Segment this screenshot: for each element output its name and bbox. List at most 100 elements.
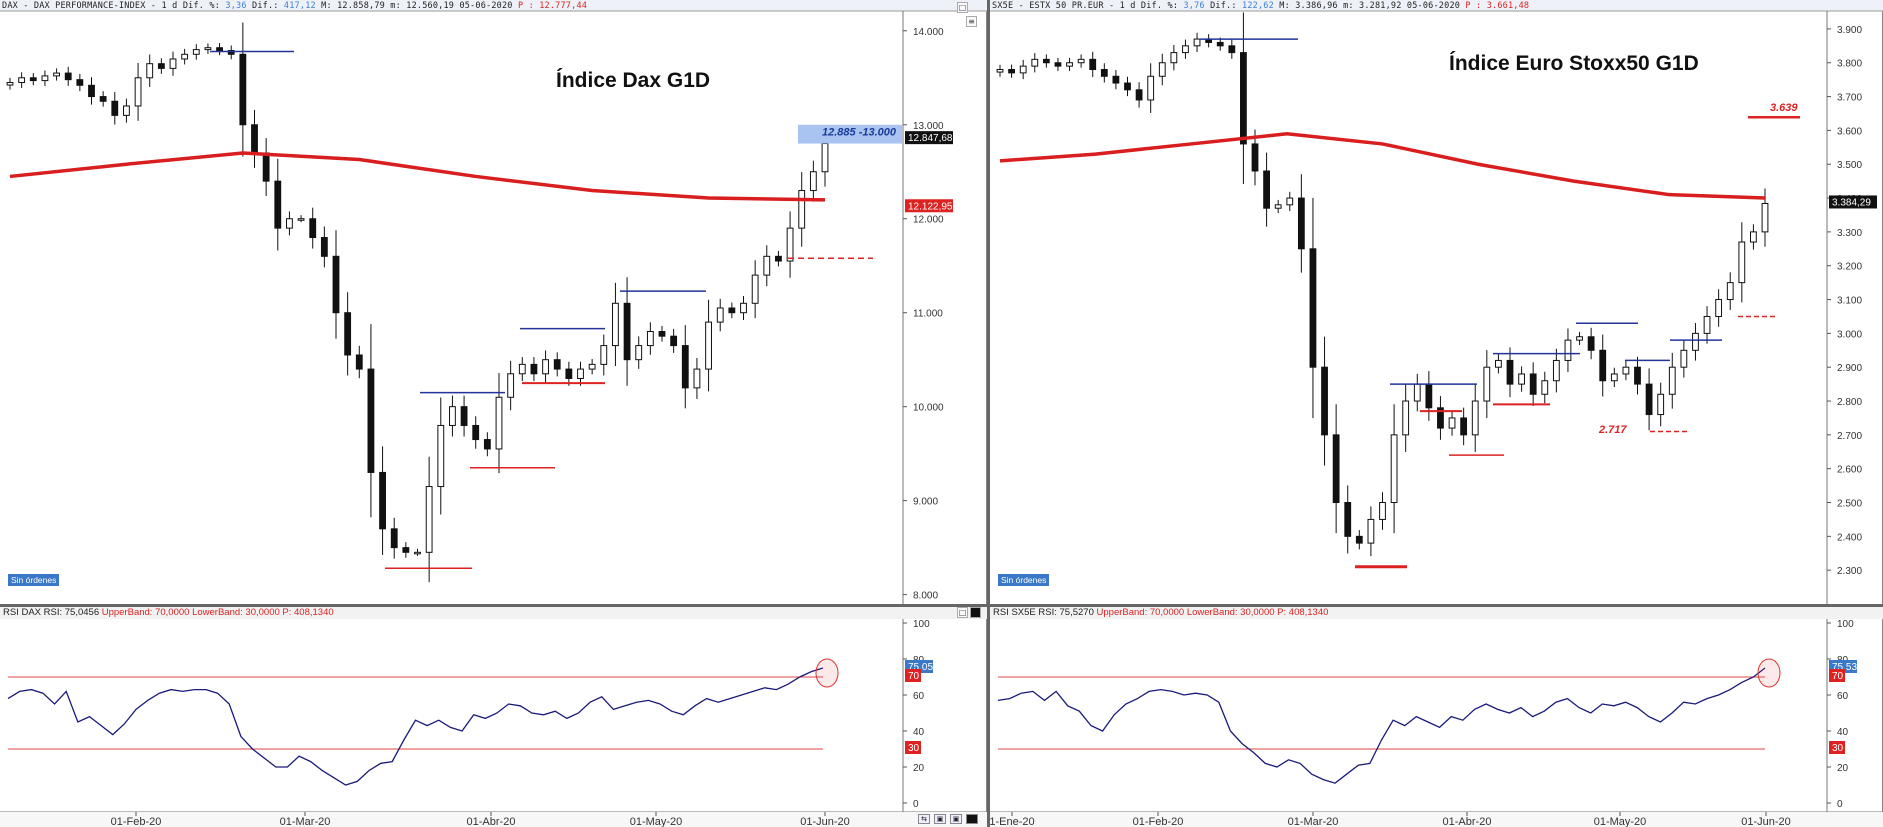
candle-body xyxy=(1460,417,1468,436)
candle-body xyxy=(1100,69,1108,77)
dax-chart-svg: 8.000 9.000 10.000 11.000 12.000 13.000 14.000… xyxy=(0,0,987,827)
candle-body xyxy=(716,307,724,323)
rsi-maximize-button[interactable]: □ xyxy=(957,607,968,618)
candle-body xyxy=(1019,65,1027,74)
y-tick-label: 2.900 xyxy=(1837,363,1862,374)
maximize-button[interactable]: □ xyxy=(957,2,968,13)
orders-badge[interactable]: Sin órdenes xyxy=(8,574,60,586)
rsi-period: P: 408,1340 xyxy=(1277,607,1329,618)
candle-body xyxy=(612,302,619,347)
candle-body xyxy=(1506,359,1514,385)
rsi-y-tick-label: 0 xyxy=(913,799,919,810)
candle-body xyxy=(658,330,666,337)
rsi-y-tick-label: 60 xyxy=(1837,691,1849,702)
y-tick-label: 9.000 xyxy=(913,497,938,508)
rsi-header: RSI DAX RSI: 75,0456 UpperBand: 70,0000 … xyxy=(3,607,334,618)
candle-body xyxy=(1112,75,1120,84)
save-icon-2[interactable]: ▣ xyxy=(950,814,962,824)
x-tick-label: 01-Mar-20 xyxy=(280,816,331,827)
x-tick-label: 01-Feb-20 xyxy=(111,816,162,827)
header-dif: 122,62 xyxy=(1242,1,1274,11)
chart-title: Índice Dax G1D xyxy=(556,69,711,92)
candle-body xyxy=(1240,52,1247,145)
candle-body xyxy=(53,72,60,77)
rsi-y-tick-label: 100 xyxy=(913,619,930,630)
candle-body xyxy=(227,50,235,55)
pane-separator xyxy=(990,604,1883,607)
candle-body xyxy=(1367,518,1375,544)
black-square-icon[interactable] xyxy=(966,814,978,824)
level-low-label: 2.717 xyxy=(1598,424,1627,436)
candle-body xyxy=(29,77,37,82)
candle-body xyxy=(88,84,95,98)
candle-body xyxy=(1645,383,1653,416)
candle-body xyxy=(1564,339,1572,361)
header-max: M: 3.386,96 xyxy=(1279,1,1338,11)
candle-body xyxy=(483,439,491,450)
pane-separator xyxy=(0,604,987,607)
save-icon[interactable]: ▣ xyxy=(934,814,946,824)
dax-chart-panel: 8.000 9.000 10.000 11.000 12.000 13.000 14.000… xyxy=(0,0,987,827)
rsi-y-tick-label: 40 xyxy=(913,727,925,738)
candle-body xyxy=(1483,366,1491,402)
rsi-lower-label-bg xyxy=(905,741,921,754)
candle-body xyxy=(146,63,154,79)
candle-body xyxy=(99,96,107,102)
candle-body xyxy=(297,218,305,221)
candle-body xyxy=(1518,373,1525,385)
candle-body xyxy=(507,373,515,398)
candle-body xyxy=(705,321,712,370)
candle-body xyxy=(542,359,549,375)
rsi-lower: LowerBand: 30,0000 xyxy=(192,607,280,618)
candle-body xyxy=(1089,58,1097,71)
rsi-name: RSI SX5E RSI: 75,5270 xyxy=(993,607,1094,618)
header-date: 05-06-2020 xyxy=(459,1,513,11)
header-difpct-label: Dif. %: xyxy=(182,1,221,11)
candle-body xyxy=(123,105,130,116)
target-zone xyxy=(798,124,902,144)
y-tick-label: 3.800 xyxy=(1837,59,1862,70)
rsi-y-tick-label: 100 xyxy=(1837,619,1854,630)
candle-body xyxy=(262,152,270,182)
candle-body xyxy=(1576,336,1583,341)
chart-title: Índice Euro Stoxx50 G1D xyxy=(1449,52,1699,75)
header-dif-label: Dif.: xyxy=(1210,1,1237,11)
y-tick-label: 2.800 xyxy=(1837,397,1862,408)
candle-body xyxy=(1425,383,1433,409)
candle-body xyxy=(379,471,386,530)
candle-body xyxy=(1634,366,1641,385)
y-tick-label: 12.000 xyxy=(913,215,944,226)
x-tick-label: 01-Feb-20 xyxy=(1133,816,1184,827)
candle-body xyxy=(239,53,247,126)
candle-body xyxy=(390,528,398,549)
scroll-left-icon[interactable]: ⇆ xyxy=(918,814,930,824)
rsi-header: RSI SX5E RSI: 75,5270 UpperBand: 70,0000… xyxy=(993,607,1328,618)
candle-body xyxy=(553,359,561,370)
candle-body xyxy=(286,218,293,229)
candle-body xyxy=(600,345,608,365)
candle-body xyxy=(635,345,643,361)
candle-body xyxy=(414,551,421,555)
candle-body xyxy=(1251,143,1259,172)
candle-body xyxy=(751,274,759,304)
window-menu-icon[interactable]: ≡ xyxy=(966,16,977,27)
rsi-lower: LowerBand: 30,0000 xyxy=(1186,607,1275,618)
y-tick-label: 3.300 xyxy=(1837,228,1862,239)
current-price-label-bg xyxy=(1829,195,1877,209)
y-tick-label: 3.000 xyxy=(1837,329,1862,340)
orders-badge[interactable]: Sin órdenes xyxy=(998,574,1050,586)
target-label: 12.885 -13.000 xyxy=(822,126,897,138)
header-min: m: 12.560,19 xyxy=(390,1,455,11)
candle-body xyxy=(1495,359,1502,368)
candle-body xyxy=(1147,75,1155,101)
candle-body xyxy=(1008,69,1015,74)
x-tick-label: 01-Jun-20 xyxy=(1741,816,1791,827)
candle-body xyxy=(530,363,538,375)
header-dif: 417,12 xyxy=(283,1,316,11)
candle-body xyxy=(41,75,49,82)
y-tick-label: 3.100 xyxy=(1837,296,1862,307)
rsi-current-label: 75,05 xyxy=(908,662,933,673)
rsi-close-button[interactable] xyxy=(970,607,981,618)
candle-body xyxy=(1715,299,1723,317)
candle-body xyxy=(1332,434,1340,504)
